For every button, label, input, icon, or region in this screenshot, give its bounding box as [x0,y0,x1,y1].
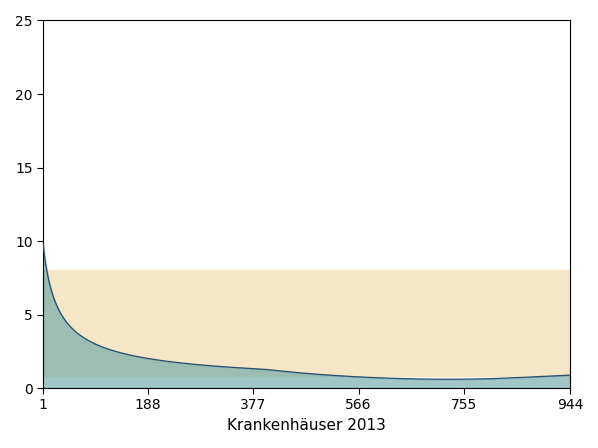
X-axis label: Krankenhäuser 2013: Krankenhäuser 2013 [227,418,386,433]
Bar [43,271,570,376]
